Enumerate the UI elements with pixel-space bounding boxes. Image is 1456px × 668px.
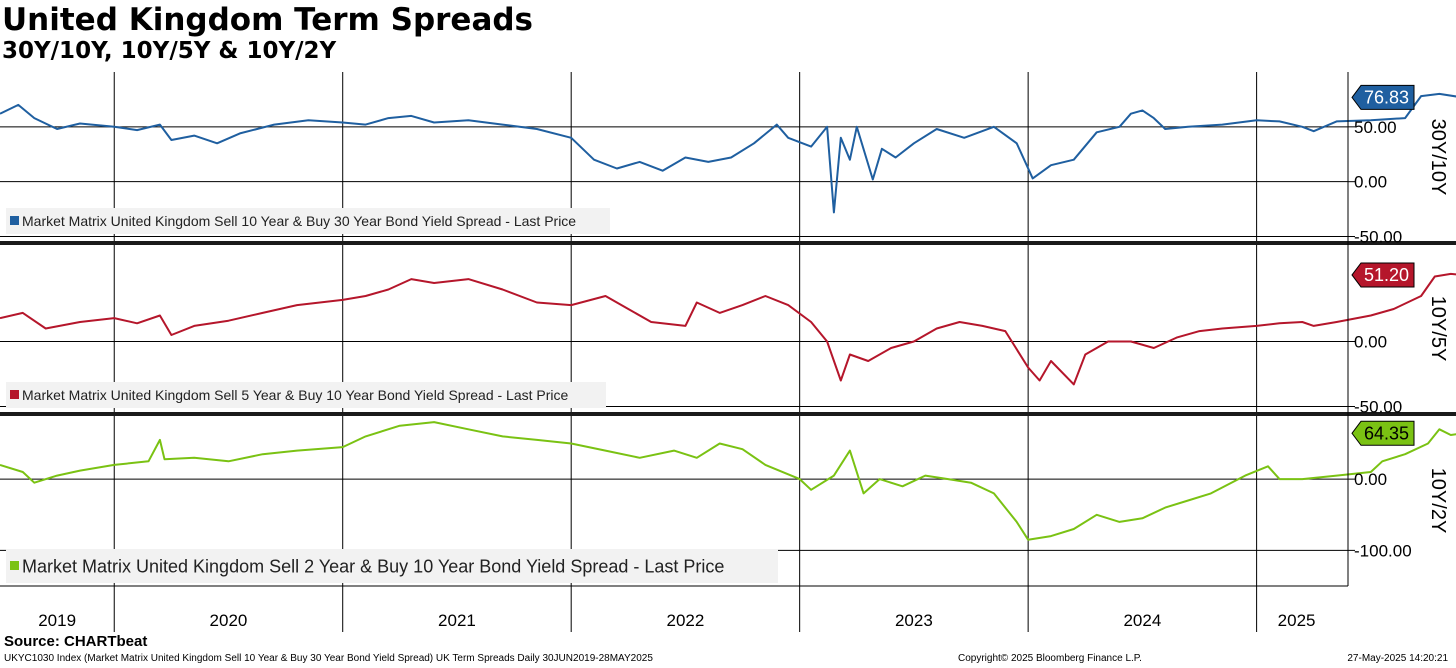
x-tick-label: 2024 [1123,611,1161,630]
panel-ylabel: 10Y/5Y [1427,296,1449,362]
source-label: Source: CHARTbeat [4,633,148,650]
footer-index-info: UKYC1030 Index (Market Matrix United Kin… [4,653,653,664]
x-tick-label: 2020 [210,611,248,630]
chart-subtitle: 30Y/10Y, 10Y/5Y & 10Y/2Y [2,38,337,64]
legend-box [6,549,778,583]
legend-label: Market Matrix United Kingdom Sell 2 Year… [22,556,724,576]
legend-label: Market Matrix United Kingdom Sell 10 Yea… [22,213,576,229]
y-tick-label: 0.00 [1354,173,1387,192]
chart-title: United Kingdom Term Spreads [2,2,534,38]
legend-box [6,382,606,408]
last-value-label: 64.35 [1364,423,1409,443]
panel-ylabel: 30Y/10Y [1427,119,1449,196]
y-tick-label: 0.00 [1354,470,1387,489]
x-tick-label: 2022 [667,611,705,630]
y-tick-label: -50.00 [1354,228,1402,247]
y-tick-label: -50.00 [1354,398,1402,417]
x-tick-label: 2019 [38,611,76,630]
last-value-label: 51.20 [1364,265,1409,285]
footer-timestamp: 27-May-2025 14:20:21 [1347,653,1448,664]
last-value-tag [1351,262,1415,288]
legend-swatch [10,561,19,570]
x-tick-label: 2021 [438,611,476,630]
series-line-30y-10y [0,92,1456,214]
legend-swatch [10,216,19,225]
y-tick-label: 0.00 [1354,333,1387,352]
series-line-10y-5y [0,272,1456,386]
series-line-10y-2y [0,421,1456,541]
legend-box [6,208,610,234]
footer-copyright: Copyright© 2025 Bloomberg Finance L.P. [958,653,1142,664]
y-tick-label: -100.00 [1354,541,1412,560]
legend-swatch [10,390,19,399]
last-value-tag [1351,420,1415,446]
y-tick-label: 50.00 [1354,118,1397,137]
legend-label: Market Matrix United Kingdom Sell 5 Year… [22,387,569,403]
last-value-label: 76.83 [1364,87,1409,107]
last-value-tag [1351,84,1415,110]
panel-separator [0,241,1456,245]
x-tick-label: 2025 [1278,611,1316,630]
panel-separator [0,412,1456,416]
x-tick-label: 2023 [895,611,933,630]
panel-ylabel: 10Y/2Y [1427,468,1449,534]
